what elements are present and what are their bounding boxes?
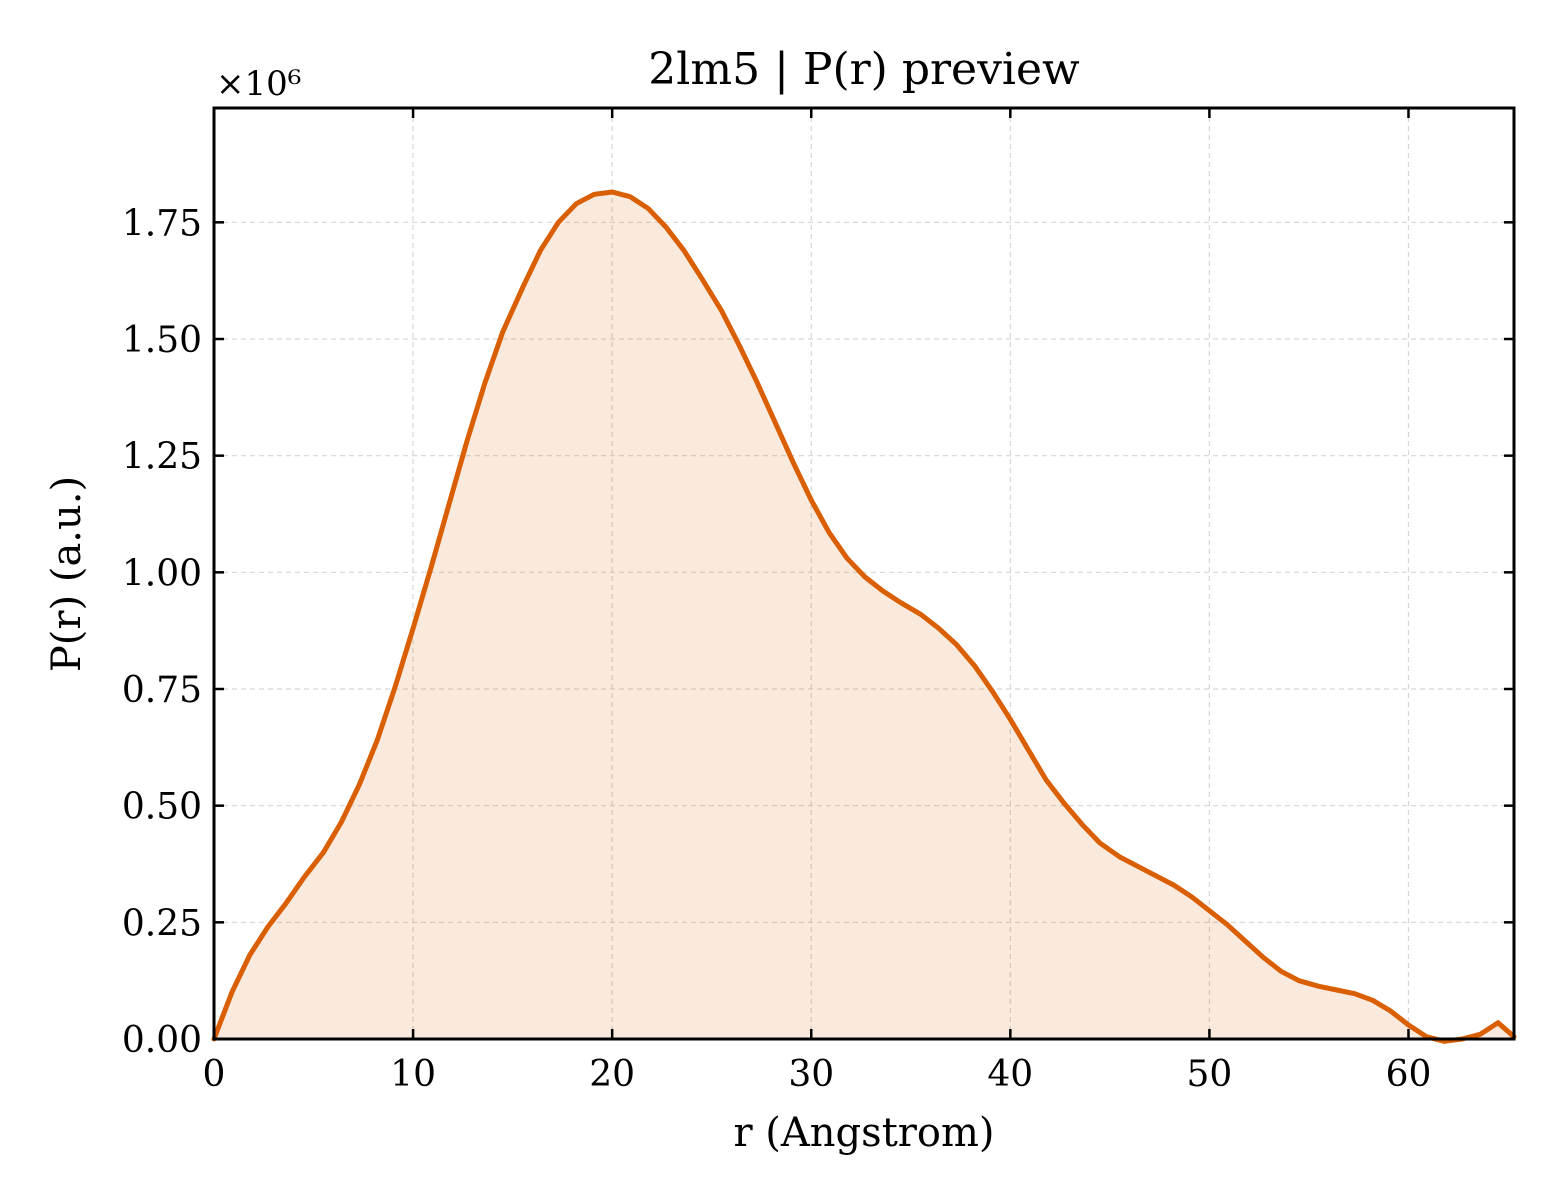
- y-axis-label: P(r) (a.u.): [44, 476, 90, 672]
- y-tick-label: 0.00: [122, 1020, 202, 1061]
- x-tick-label: 60: [1386, 1054, 1432, 1095]
- ticks: 0 10 20 30 40 50 60 0.00 0.25 0.50 0.75 1.00 1.25 1.5…: [122, 108, 1514, 1095]
- area-fill: [214, 192, 1514, 1042]
- y-tick-label: 0.50: [122, 787, 202, 828]
- x-tick-label: 20: [589, 1054, 635, 1095]
- y-tick-label: 0.25: [122, 903, 202, 944]
- x-axis-label: r (Angstrom): [733, 1110, 994, 1156]
- x-tick-label: 50: [1186, 1054, 1232, 1095]
- x-tick-label: 0: [203, 1054, 226, 1095]
- y-tick-label: 1.00: [122, 553, 202, 594]
- y-tick-label: 0.75: [122, 670, 202, 711]
- grid: [214, 108, 1514, 1039]
- x-tick-label: 30: [788, 1054, 834, 1095]
- y-tick-label: 1.25: [122, 437, 202, 478]
- y-tick-label: 1.50: [122, 320, 202, 361]
- x-tick-label: 40: [987, 1054, 1033, 1095]
- y-tick-label: 1.75: [122, 203, 202, 244]
- y-offset-label: ×10⁶: [216, 64, 301, 104]
- chart-title: 2lm5 | P(r) preview: [648, 44, 1080, 95]
- pr-line: [211, 189, 1517, 1044]
- x-tick-label: 10: [390, 1054, 436, 1095]
